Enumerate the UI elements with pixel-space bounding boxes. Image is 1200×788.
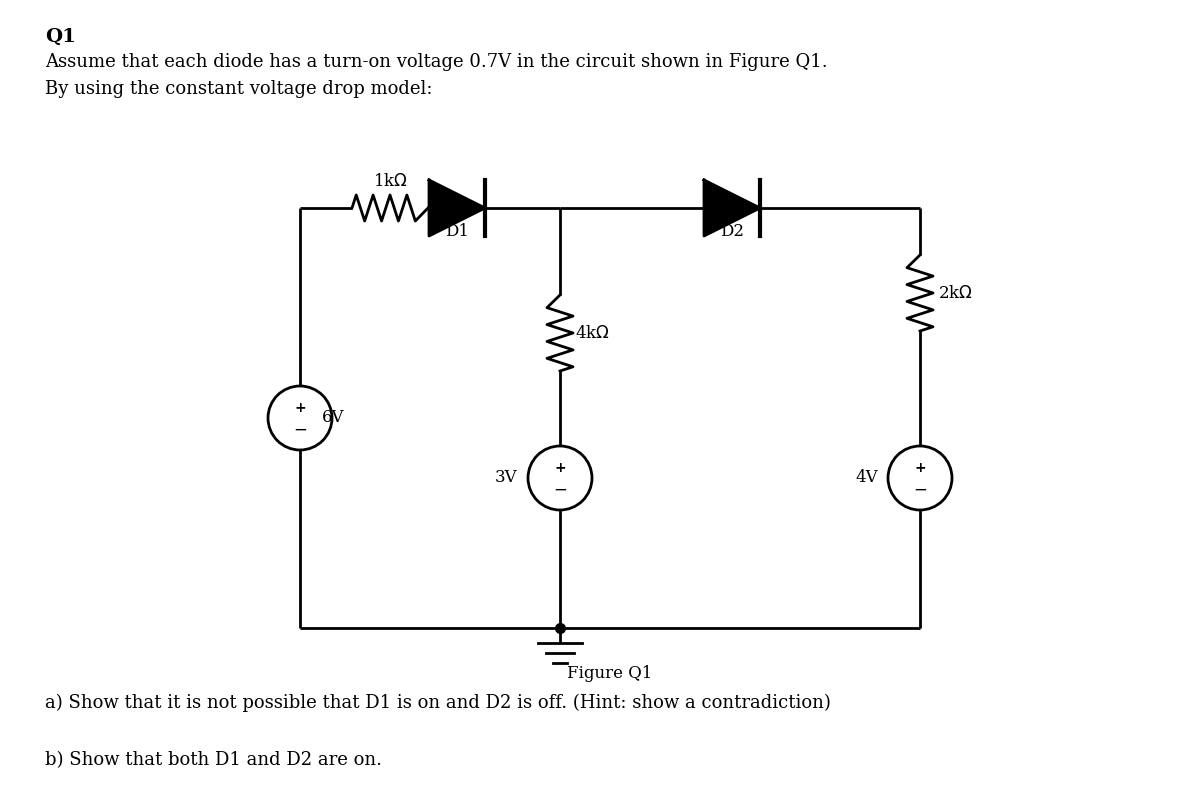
Text: 2k$\Omega$: 2k$\Omega$ [938,284,973,302]
Text: Q1: Q1 [46,28,76,46]
Text: Figure Q1: Figure Q1 [568,664,653,682]
Polygon shape [428,180,485,236]
Text: −: − [913,481,926,499]
Text: 6V: 6V [322,410,344,426]
Text: By using the constant voltage drop model:: By using the constant voltage drop model… [46,80,432,98]
Text: 1k$\Omega$: 1k$\Omega$ [373,173,407,190]
Text: D1: D1 [445,223,469,240]
Text: 4V: 4V [854,470,877,486]
Text: −: − [293,421,307,439]
Text: +: + [914,461,926,475]
Text: 4k$\Omega$: 4k$\Omega$ [575,325,610,341]
Text: +: + [294,401,306,415]
Polygon shape [704,180,760,236]
Text: Assume that each diode has a turn-on voltage 0.7V in the circuit shown in Figure: Assume that each diode has a turn-on vol… [46,53,828,71]
Text: −: − [553,481,566,499]
Text: 3V: 3V [494,470,517,486]
Text: a) Show that it is not possible that D1 is on and D2 is off. (Hint: show a contr: a) Show that it is not possible that D1 … [46,694,830,712]
Text: D2: D2 [720,223,744,240]
Text: b) Show that both D1 and D2 are on.: b) Show that both D1 and D2 are on. [46,751,382,769]
Text: +: + [554,461,566,475]
